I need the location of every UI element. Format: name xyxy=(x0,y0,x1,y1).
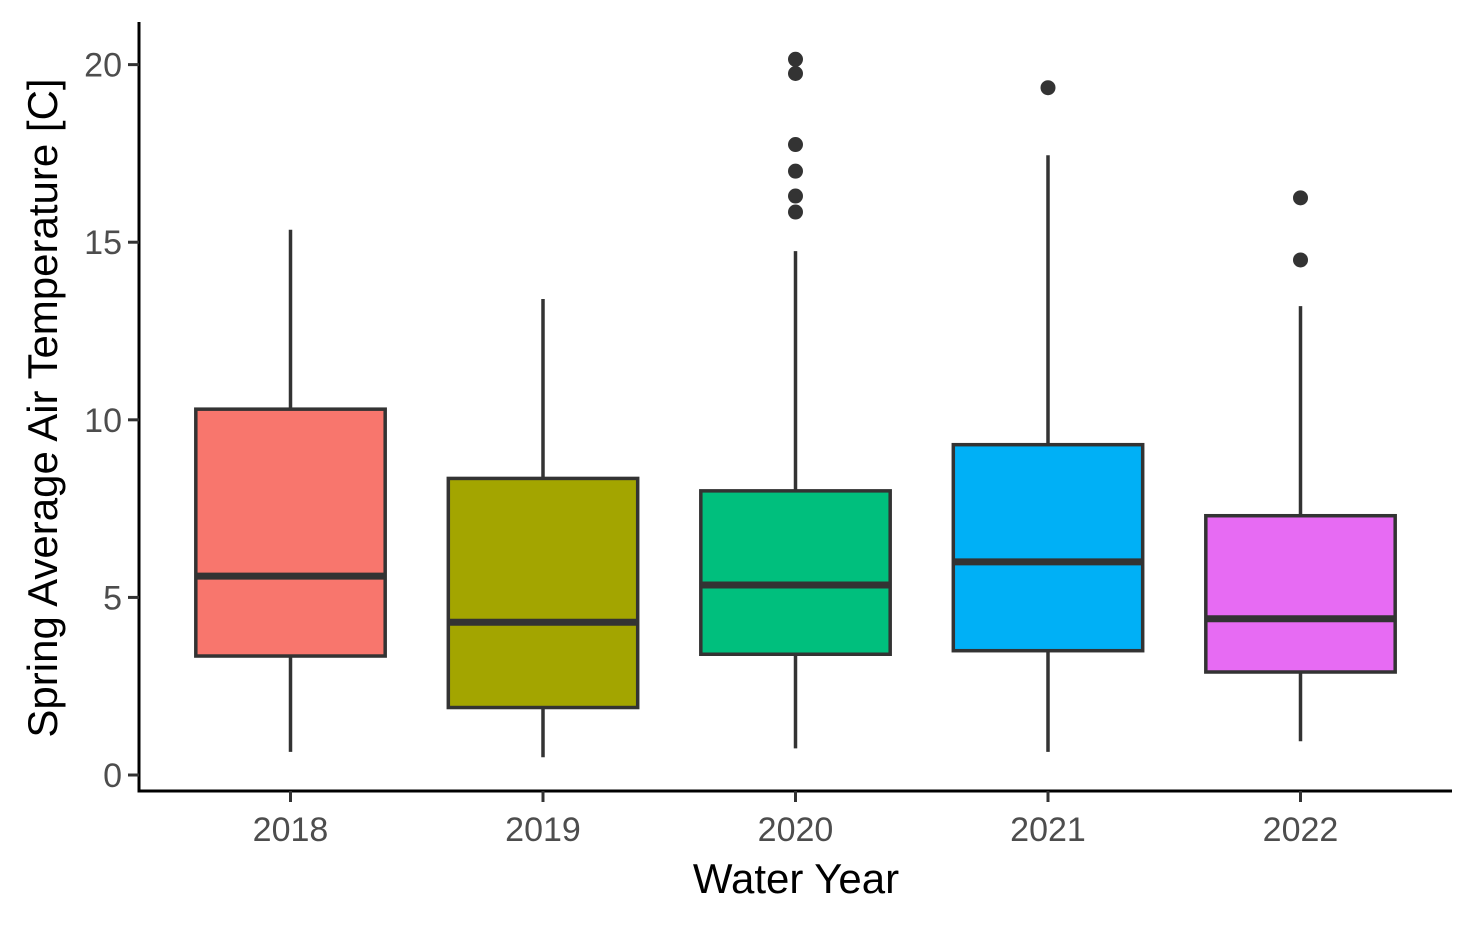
box-group-2019 xyxy=(446,299,640,758)
box-group-2018 xyxy=(194,229,387,752)
y-tick-label: 15 xyxy=(84,224,122,262)
outlier-point xyxy=(788,204,803,220)
y-tick-label: 10 xyxy=(84,402,122,440)
box-group-2020 xyxy=(699,51,892,749)
box-2022 xyxy=(1204,513,1397,674)
x-tick-label: 2019 xyxy=(505,811,581,849)
x-tick-label: 2020 xyxy=(758,811,834,849)
y-axis-title: Spring Average Air Temperature [C] xyxy=(19,78,66,737)
x-tick-label: 2021 xyxy=(1010,811,1086,849)
box-group-2022 xyxy=(1204,190,1397,742)
box-2020 xyxy=(699,489,892,656)
x-tick-label: 2018 xyxy=(253,811,329,849)
plot-marks xyxy=(194,51,1397,758)
outlier-point xyxy=(1293,252,1308,268)
y-tick-label: 5 xyxy=(103,579,122,617)
box-group-2021 xyxy=(951,80,1145,752)
outlier-point xyxy=(1293,190,1308,206)
box-2021 xyxy=(951,442,1145,653)
box-2019 xyxy=(446,476,640,710)
y-tick-label: 20 xyxy=(84,47,122,85)
outlier-point xyxy=(788,66,803,82)
outlier-point xyxy=(788,137,803,153)
outlier-point xyxy=(788,188,803,204)
outlier-point xyxy=(788,163,803,179)
x-axis-title: Water Year xyxy=(693,855,899,902)
outlier-point xyxy=(788,51,803,67)
y-tick-label: 0 xyxy=(103,757,122,795)
x-tick-label: 2022 xyxy=(1263,811,1339,849)
axes: 0 5 10 15 20 2018 2019 2020 2021 2022 xyxy=(84,22,1452,849)
outlier-point xyxy=(1040,80,1056,96)
box-2018 xyxy=(194,407,387,658)
